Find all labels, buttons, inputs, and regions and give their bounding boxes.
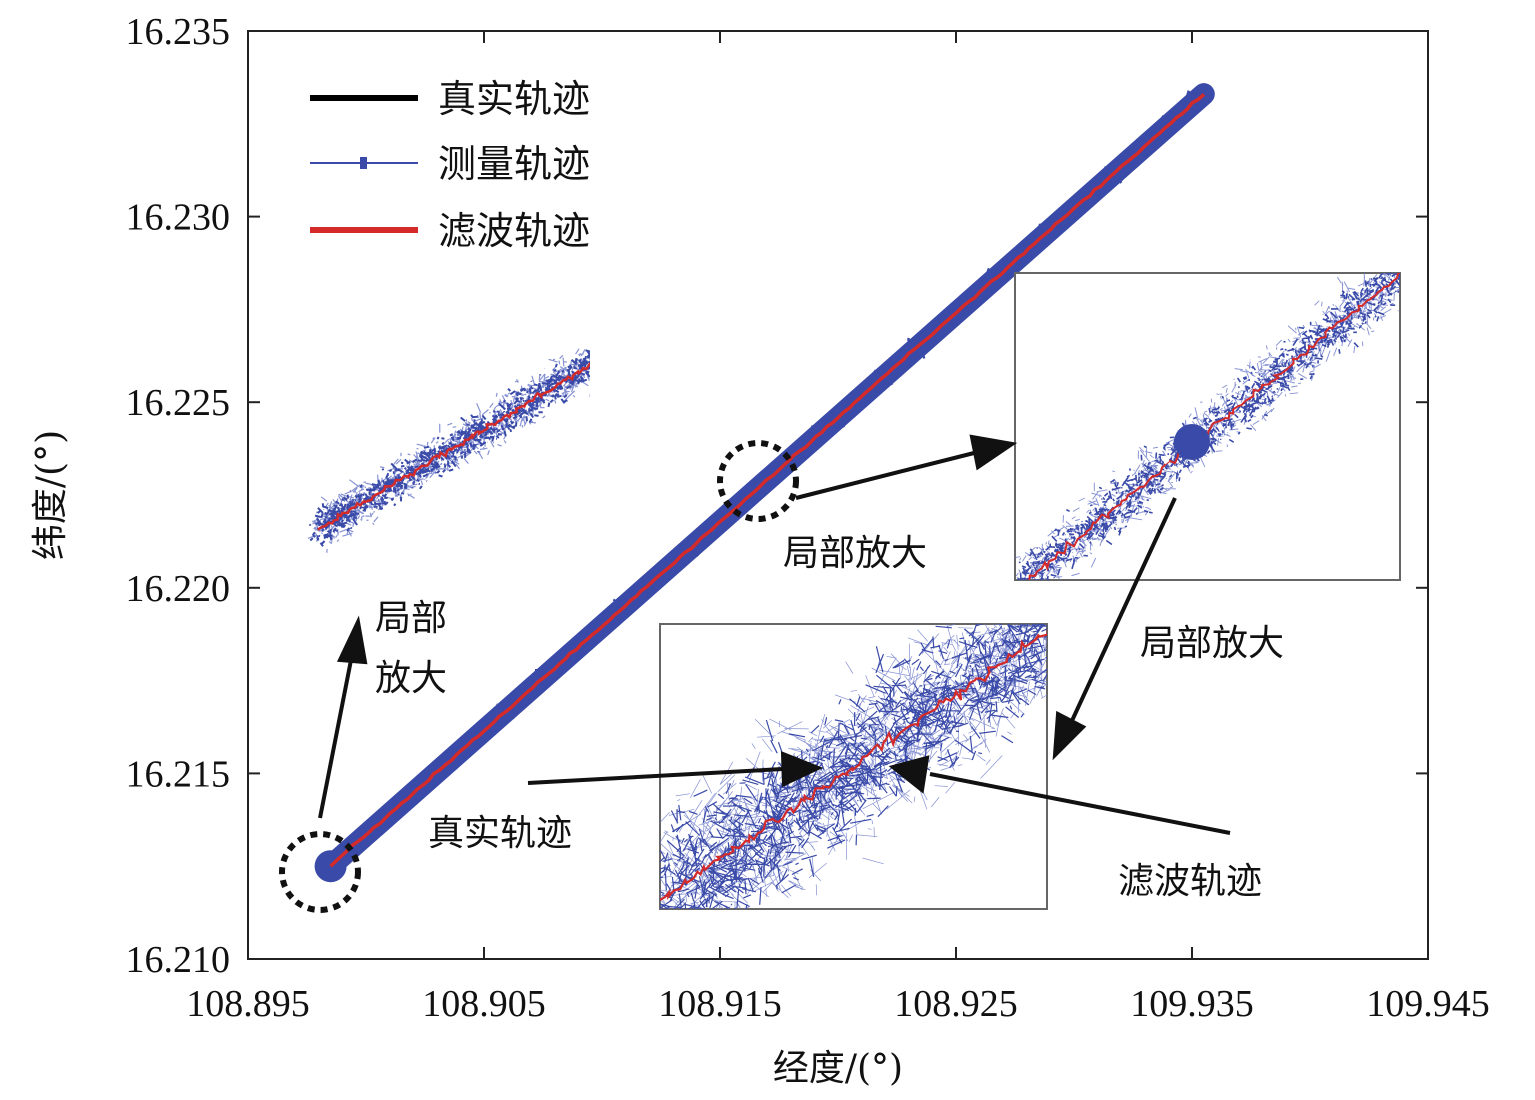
x-tick-label: 109.935 <box>1130 983 1254 1025</box>
legend-marker-measured <box>360 157 367 169</box>
y-axis-ticks: 16.210 16.215 16.220 16.225 16.230 16.235 <box>126 11 1428 981</box>
legend-label-filtered: 滤波轨迹 <box>438 209 590 253</box>
y-tick-label: 16.215 <box>126 753 231 795</box>
y-tick-label: 16.235 <box>126 11 231 53</box>
y-axis-label: 纬度/(°) <box>30 430 71 560</box>
y-tick-label: 16.220 <box>126 568 231 610</box>
legend: 真实轨迹 测量轨迹 滤波轨迹 <box>310 77 590 253</box>
annotation-zoom-left-2: 放大 <box>375 658 447 699</box>
annotation-zoom-left-1: 局部 <box>375 598 447 639</box>
annotation-zoom-mid: 局部放大 <box>783 533 927 574</box>
inset-right-filtered <box>1028 273 1400 580</box>
zoom-circle-inset <box>1157 407 1227 477</box>
zoom-circle-mid <box>717 440 799 522</box>
annotation-zoom-right: 局部放大 <box>1140 623 1284 664</box>
zoom-circle-start <box>279 831 361 913</box>
x-tick-label: 109.945 <box>1366 983 1490 1025</box>
y-tick-label: 16.230 <box>126 197 231 239</box>
x-tick-label: 108.905 <box>422 983 546 1025</box>
inset-left-filtered <box>317 362 590 531</box>
y-tick-label: 16.210 <box>126 939 231 981</box>
zoom-inset-left <box>307 348 590 553</box>
inset-right-focus <box>1174 424 1210 460</box>
filtered-track-line <box>329 92 1206 868</box>
annotation-filtered-track: 滤波轨迹 <box>1118 861 1262 902</box>
legend-label-measured: 测量轨迹 <box>438 142 590 186</box>
x-tick-label: 108.915 <box>658 983 782 1025</box>
filtered-track-main <box>329 92 1206 868</box>
x-tick-label: 108.925 <box>894 983 1018 1025</box>
x-axis-ticks: 108.895 108.905 108.915 108.925 109.935 109.9… <box>186 31 1490 1025</box>
x-tick-label: 108.895 <box>186 983 310 1025</box>
inset-center-filtered <box>660 629 1047 901</box>
legend-label-truth: 真实轨迹 <box>438 77 590 121</box>
y-tick-label: 16.225 <box>126 382 231 424</box>
annotation-true-track: 真实轨迹 <box>428 813 572 854</box>
zoom-inset-right <box>1015 273 1400 580</box>
x-axis-label: 经度/(°) <box>773 1048 903 1089</box>
annotation-arrows <box>318 434 1231 835</box>
